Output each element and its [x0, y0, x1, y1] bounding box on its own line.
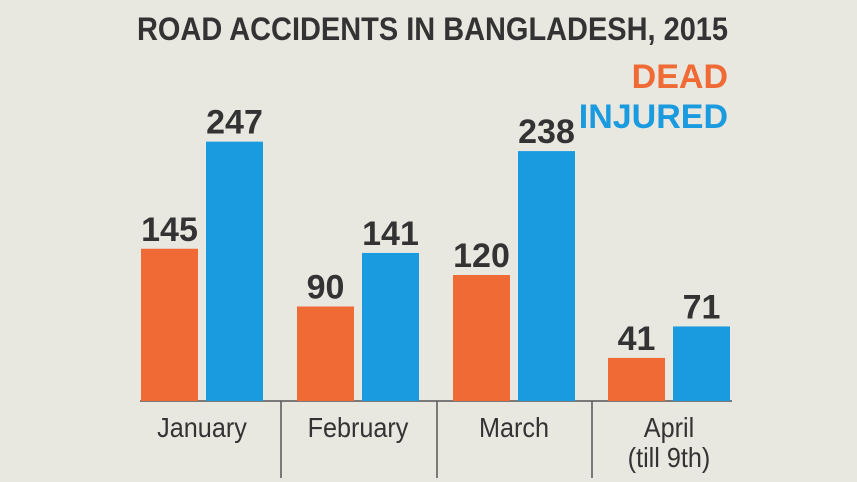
x-tick-label: March	[478, 412, 550, 443]
value-label: 141	[362, 215, 419, 253]
bar	[453, 275, 510, 401]
bar	[141, 248, 198, 401]
value-label: 90	[307, 269, 345, 307]
legend-label: INJURED	[579, 98, 728, 136]
bar	[297, 306, 354, 401]
value-label: 145	[141, 211, 198, 249]
value-label: 238	[518, 113, 575, 151]
bar	[518, 151, 575, 401]
bar	[206, 141, 263, 401]
bar	[362, 252, 419, 401]
bar	[673, 326, 730, 401]
value-label: 247	[206, 104, 263, 142]
value-label: 120	[453, 237, 510, 275]
x-tick-label: January	[157, 412, 247, 443]
x-tick-label: April (till 9th)	[627, 412, 711, 473]
bar	[608, 357, 665, 401]
x-tick-label: February	[307, 412, 409, 443]
chart-title: ROAD ACCIDENTS IN BANGLADESH, 2015	[137, 11, 728, 47]
value-label: 41	[618, 320, 656, 358]
value-label: 71	[683, 288, 721, 326]
legend-label: DEAD	[632, 58, 728, 96]
